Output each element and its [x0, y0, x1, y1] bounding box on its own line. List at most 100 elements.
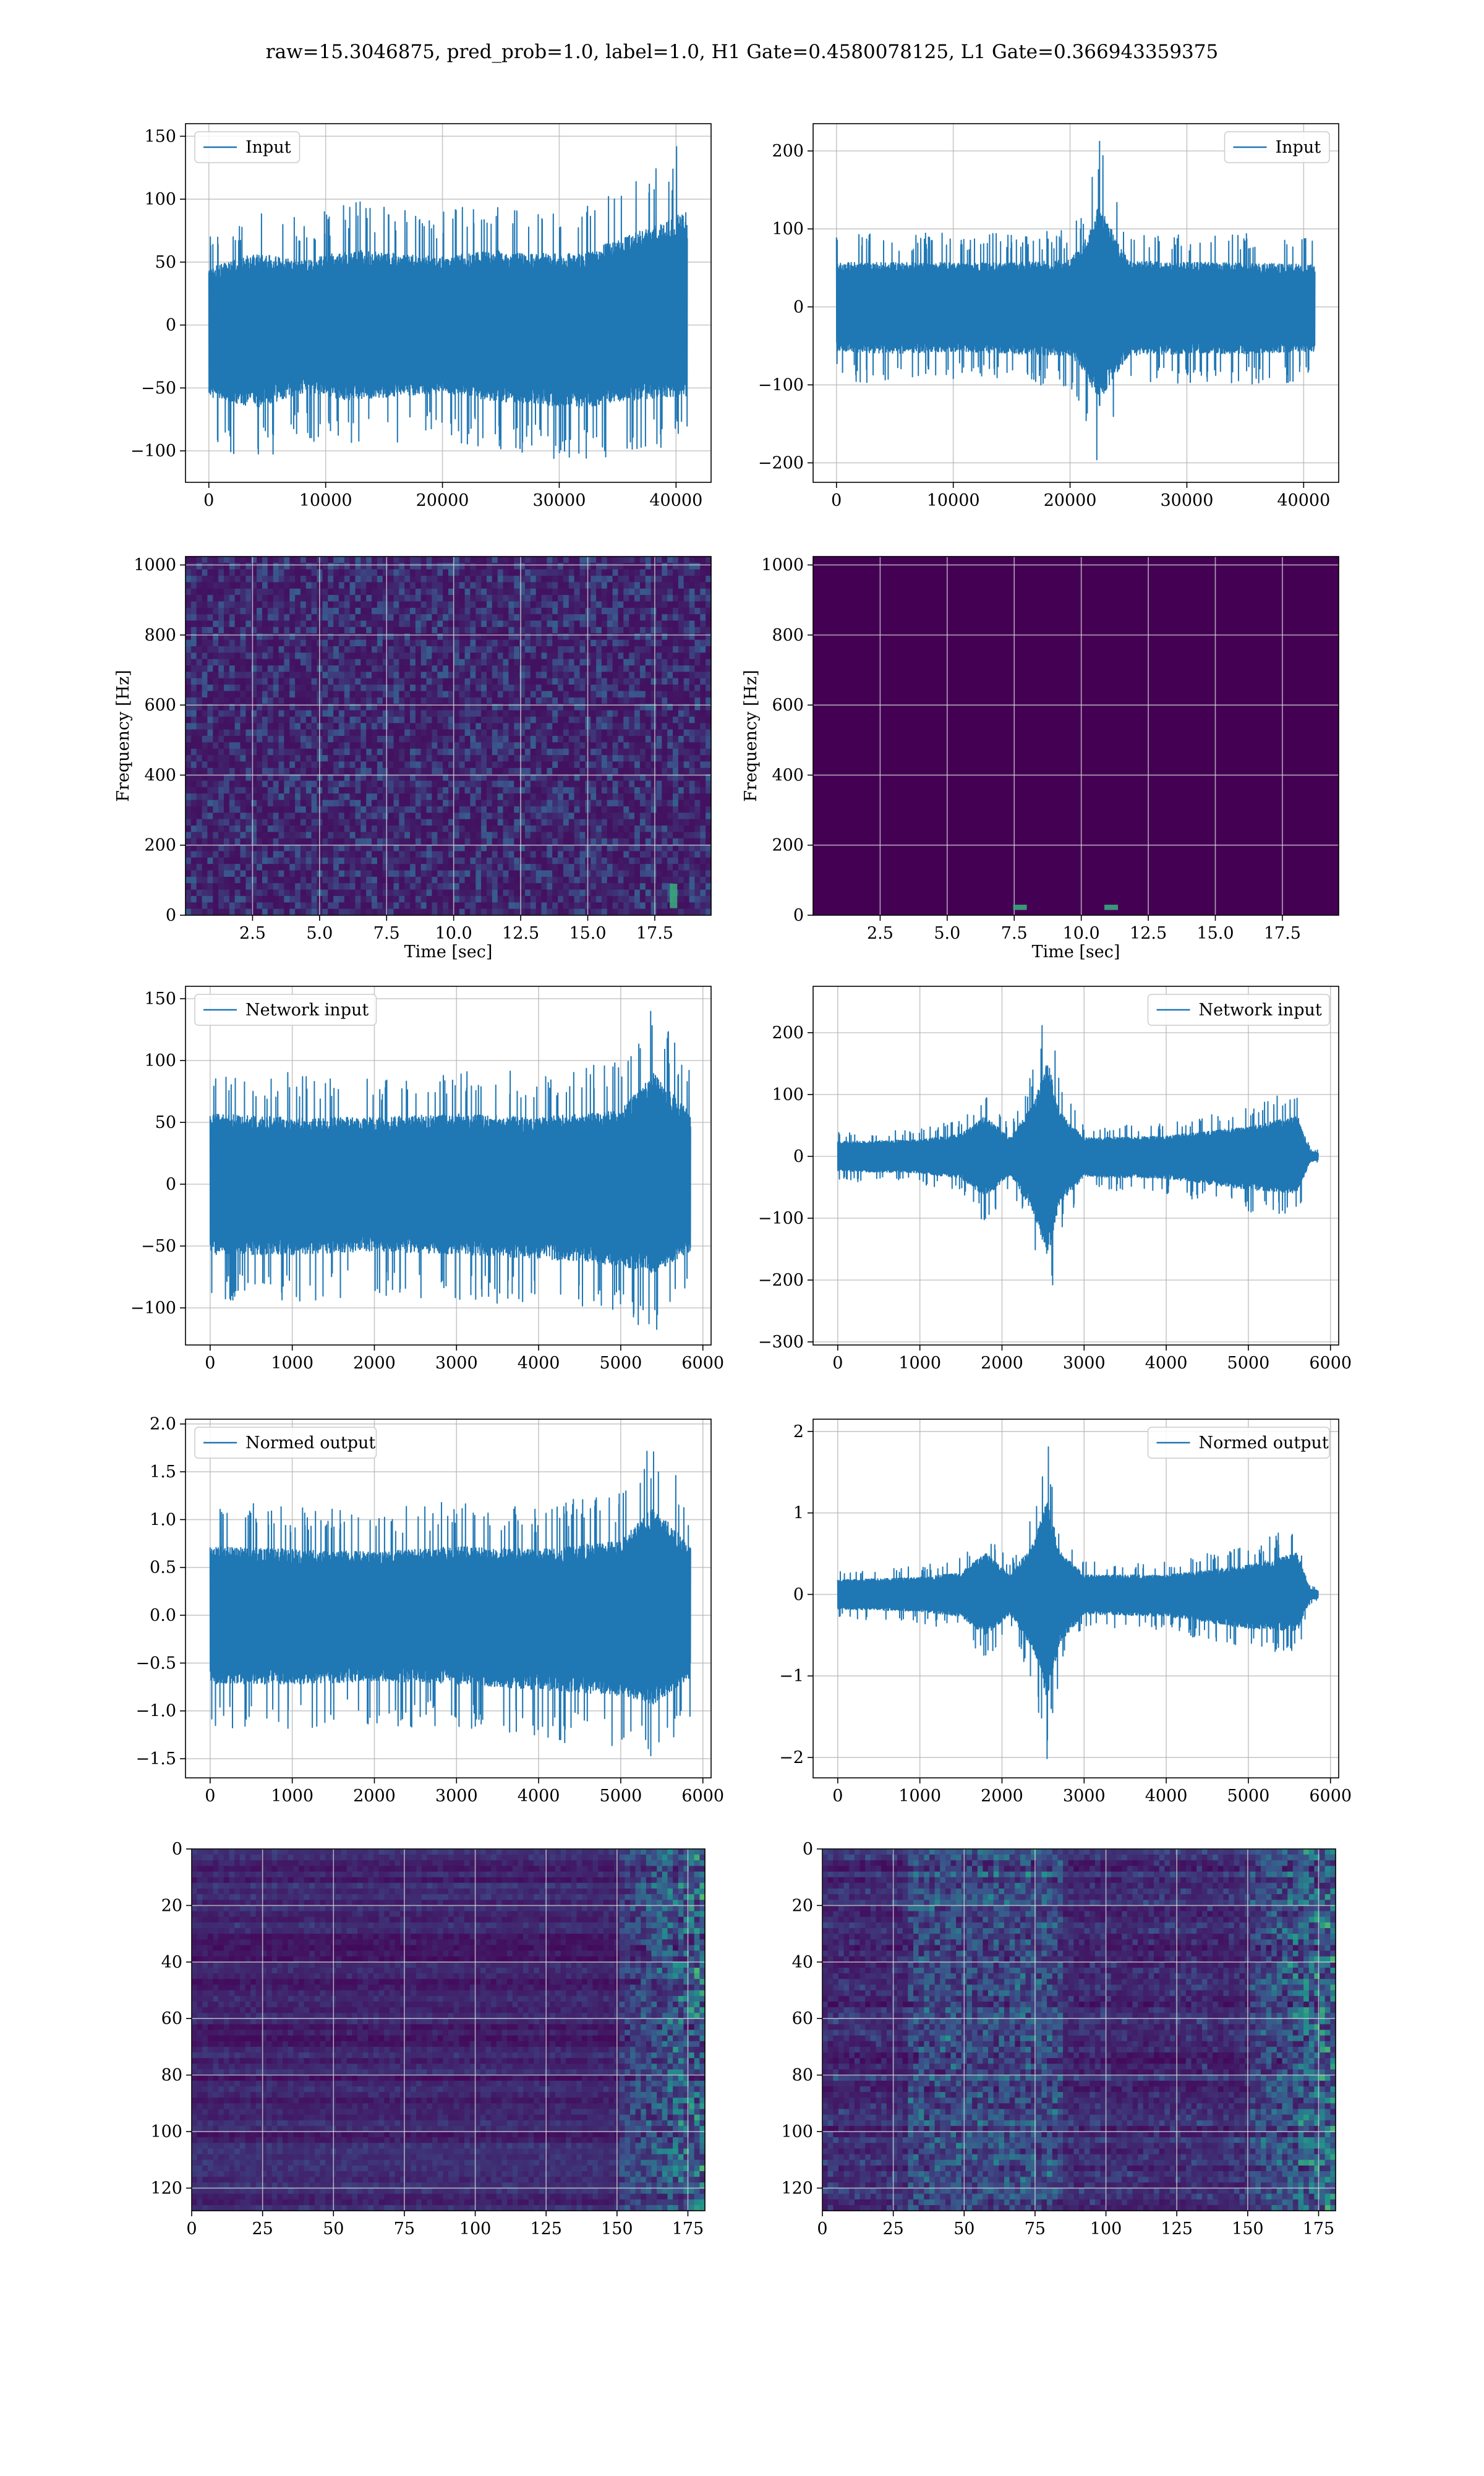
heatmap-cell: [295, 570, 301, 576]
heatmap-cell: [613, 851, 619, 858]
heatmap-cell: [377, 582, 383, 589]
heatmap-cell: [394, 755, 400, 762]
legend-label: Input: [245, 138, 291, 157]
heatmap-cell: [377, 627, 383, 634]
heatmap-cell: [306, 819, 312, 826]
heatmap-cell: [218, 819, 224, 826]
heatmap-cell: [427, 761, 433, 768]
heatmap-cell: [257, 781, 263, 788]
heatmap-cell: [514, 871, 520, 877]
heatmap-cell: [591, 858, 597, 864]
heatmap-cell: [245, 742, 252, 749]
heatmap-cell: [475, 614, 482, 621]
heatmap-cell: [563, 787, 569, 794]
heatmap-cell: [475, 685, 482, 691]
heatmap-cell: [241, 749, 247, 756]
heatmap-cell: [344, 730, 351, 736]
heatmap-cell: [547, 672, 553, 678]
heatmap-cell: [289, 640, 296, 647]
heatmap-cell: [399, 627, 405, 634]
heatmap-cell: [273, 755, 279, 762]
heatmap-cell: [547, 691, 553, 698]
heatmap-cell: [289, 730, 296, 736]
heatmap-cell: [257, 877, 263, 884]
heatmap-cell: [404, 595, 411, 602]
heatmap-cell: [301, 883, 307, 890]
heatmap-cell: [618, 646, 625, 653]
heatmap-cell: [700, 832, 706, 839]
heatmap-cell: [372, 806, 378, 813]
heatmap-cell: [618, 698, 625, 704]
heatmap-cell: [503, 730, 510, 736]
heatmap-cell: [437, 871, 443, 877]
heatmap-cell: [618, 781, 625, 788]
heatmap-cell: [563, 819, 569, 826]
heatmap-cell: [634, 621, 641, 628]
heatmap-cell: [262, 839, 268, 845]
heatmap-cell: [569, 839, 575, 845]
heatmap-cell: [487, 589, 493, 596]
heatmap-cell: [421, 781, 427, 788]
heatmap-cell: [487, 864, 493, 871]
heatmap-cell: [344, 723, 351, 730]
heatmap-cell: [241, 864, 247, 871]
heatmap-cell: [289, 608, 296, 615]
heatmap-cell: [356, 646, 362, 653]
heatmap-cell: [437, 646, 443, 653]
heatmap-cell: [591, 678, 597, 685]
heatmap-cell: [531, 576, 537, 583]
heatmap-cell: [241, 787, 247, 794]
heatmap-cell: [366, 665, 372, 672]
heatmap-cell: [377, 621, 383, 628]
heatmap-cell: [667, 749, 673, 756]
heatmap-cell: [356, 576, 362, 583]
heatmap-cell: [366, 742, 372, 749]
heatmap-cell: [640, 582, 646, 589]
heatmap-cell: [596, 570, 602, 576]
heatmap-cell: [465, 608, 471, 615]
heatmap-cell: [427, 864, 433, 871]
heatmap-cell: [279, 749, 285, 756]
heatmap-cell: [514, 864, 520, 871]
heatmap-cell: [623, 589, 629, 596]
heatmap-cell: [646, 678, 652, 685]
heatmap-cell: [602, 826, 608, 832]
heatmap-cell: [629, 678, 634, 685]
heatmap-cell: [197, 800, 203, 807]
heatmap-cell: [475, 858, 482, 864]
heatmap-cell: [667, 659, 673, 666]
heatmap-cell: [552, 749, 558, 756]
heatmap-cell: [207, 864, 213, 871]
heatmap-cell: [356, 595, 362, 602]
heatmap-cell: [536, 640, 542, 647]
heatmap-cell: [399, 608, 405, 615]
heatmap-cell: [536, 851, 542, 858]
heatmap-cell: [651, 595, 657, 602]
heatmap-cell: [241, 646, 247, 653]
heatmap-cell: [279, 883, 285, 890]
heatmap-cell: [312, 851, 317, 858]
heatmap-cell: [366, 633, 372, 640]
heatmap-cell: [689, 691, 696, 698]
heatmap-cell: [667, 665, 673, 672]
heatmap-cell: [607, 871, 613, 877]
heatmap-cell: [207, 608, 213, 615]
heatmap-cell: [563, 742, 569, 749]
heatmap-cell: [306, 730, 312, 736]
heatmap-cell: [312, 602, 317, 608]
heatmap-cell: [421, 871, 427, 877]
heatmap-cell: [640, 787, 646, 794]
heatmap-cell: [284, 614, 290, 621]
heatmap-cell: [678, 826, 684, 832]
heatmap-cell: [503, 800, 510, 807]
heatmap-cell: [218, 678, 224, 685]
heatmap-cell: [700, 691, 706, 698]
heatmap-cell: [350, 711, 356, 717]
heatmap-cell: [339, 672, 345, 678]
heatmap-cell: [186, 672, 192, 678]
heatmap-cell: [360, 793, 367, 800]
heatmap-cell: [284, 864, 290, 871]
heatmap-cell: [514, 614, 520, 621]
heatmap-cell: [273, 652, 279, 659]
heatmap-cell: [481, 749, 487, 756]
